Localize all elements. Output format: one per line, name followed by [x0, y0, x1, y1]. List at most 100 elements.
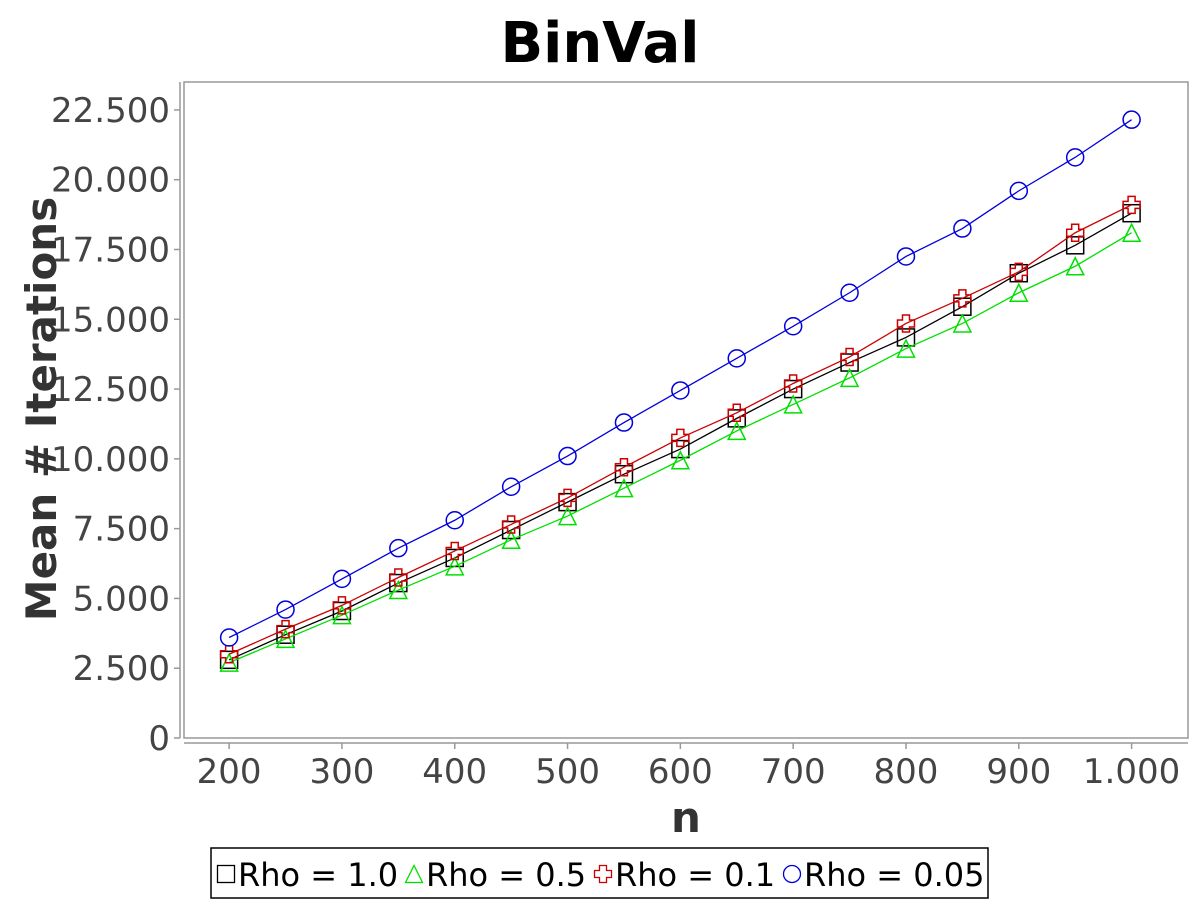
x-tick-label: 800	[874, 752, 939, 792]
legend-marker-circle	[782, 864, 802, 884]
y-tick-label: 2.500	[73, 649, 170, 689]
data-point	[1009, 282, 1029, 303]
data-point	[275, 628, 296, 649]
legend-marker-square	[216, 864, 236, 884]
data-point	[558, 488, 577, 508]
x-axis-title: n	[671, 793, 701, 842]
data-point	[614, 477, 634, 498]
legend-marker-cross	[593, 864, 613, 884]
y-axis: 0 2.500 5.000 7.500 10.000 12.500 15.000 17.500…	[51, 82, 181, 759]
x-tick-label: 500	[535, 752, 600, 792]
data-point	[276, 619, 295, 639]
legend-label: Rho = 0.1	[615, 856, 775, 894]
data-point	[952, 313, 973, 333]
data-point	[614, 464, 634, 484]
data-point	[1009, 181, 1029, 201]
series-line	[228, 204, 1132, 655]
y-axis-title: Mean # Iterations	[17, 197, 66, 621]
data-point	[614, 413, 634, 432]
series-circle	[219, 110, 1141, 647]
data-point	[557, 505, 578, 526]
data-point	[953, 289, 972, 308]
data-point	[671, 439, 690, 459]
data-point	[389, 568, 408, 587]
x-tick-label: 1.000	[1083, 752, 1180, 792]
series-line	[228, 119, 1132, 639]
data-point	[727, 403, 747, 423]
data-point	[332, 604, 352, 625]
data-point	[501, 520, 521, 540]
data-point	[783, 374, 803, 393]
data-point	[671, 428, 690, 448]
data-point	[783, 394, 803, 414]
data-point	[839, 367, 860, 388]
x-tick-label: 700	[761, 752, 826, 792]
data-point	[783, 317, 803, 336]
data-point	[1065, 236, 1085, 255]
data-point	[276, 600, 295, 619]
data-point	[1121, 222, 1142, 242]
data-point	[501, 477, 521, 497]
legend-label: Rho = 1.0	[238, 856, 398, 894]
y-tick-label: 17.500	[51, 230, 170, 270]
data-point	[727, 409, 747, 428]
data-point	[558, 446, 577, 466]
chart-title: BinVal	[500, 11, 699, 76]
data-point	[1065, 223, 1085, 242]
data-point	[1122, 203, 1141, 223]
data-point	[1122, 110, 1141, 129]
data-point	[1065, 256, 1085, 276]
legend-label: Rho = 0.5	[426, 856, 586, 894]
legend-marker-triangle	[404, 864, 424, 884]
series-layer	[219, 110, 1142, 672]
data-point	[896, 247, 916, 266]
x-tick-label: 900	[986, 752, 1051, 792]
y-tick-label: 15.000	[51, 300, 170, 340]
data-point	[727, 349, 747, 368]
data-point	[614, 457, 634, 477]
data-point	[1122, 195, 1141, 215]
data-point	[445, 541, 464, 561]
series-triangle	[219, 222, 1142, 672]
data-point	[332, 596, 352, 615]
legend-label: Rho = 0.05	[804, 856, 985, 894]
data-point	[445, 556, 465, 576]
data-point	[389, 538, 408, 558]
y-tick-label: 0	[148, 719, 170, 759]
data-point	[896, 338, 916, 358]
y-tick-label: 12.500	[51, 370, 170, 410]
data-point	[671, 381, 690, 400]
data-point	[727, 420, 747, 441]
data-point	[953, 219, 972, 238]
data-point	[389, 573, 408, 593]
x-tick-label: 400	[422, 752, 487, 792]
y-tick-label: 20.000	[51, 161, 170, 201]
data-point	[896, 328, 916, 347]
data-point	[896, 314, 916, 333]
x-tick-label: 300	[309, 752, 374, 792]
y-tick-label: 5.000	[73, 579, 170, 619]
x-axis: 200 300 400 500 600 700 800 900 1.000	[184, 742, 1188, 792]
plot-area	[183, 81, 1189, 739]
x-tick-label: 200	[197, 752, 262, 792]
data-point	[445, 511, 464, 530]
series-line	[228, 212, 1132, 661]
data-point	[840, 283, 859, 303]
series-cross	[219, 195, 1141, 664]
data-point	[501, 515, 521, 534]
y-tick-label: 7.500	[73, 510, 170, 550]
x-tick-label: 600	[648, 752, 713, 792]
series-line	[228, 232, 1132, 664]
data-point	[501, 529, 521, 550]
legend-box	[210, 847, 989, 899]
y-tick-label: 22.500	[51, 91, 170, 131]
data-point	[332, 569, 352, 589]
data-point	[219, 645, 239, 664]
data-point	[1009, 262, 1029, 282]
y-tick-label: 10.000	[51, 440, 170, 480]
data-point	[219, 628, 239, 647]
data-point	[388, 579, 409, 600]
data-point	[840, 347, 859, 367]
data-point	[670, 450, 691, 470]
